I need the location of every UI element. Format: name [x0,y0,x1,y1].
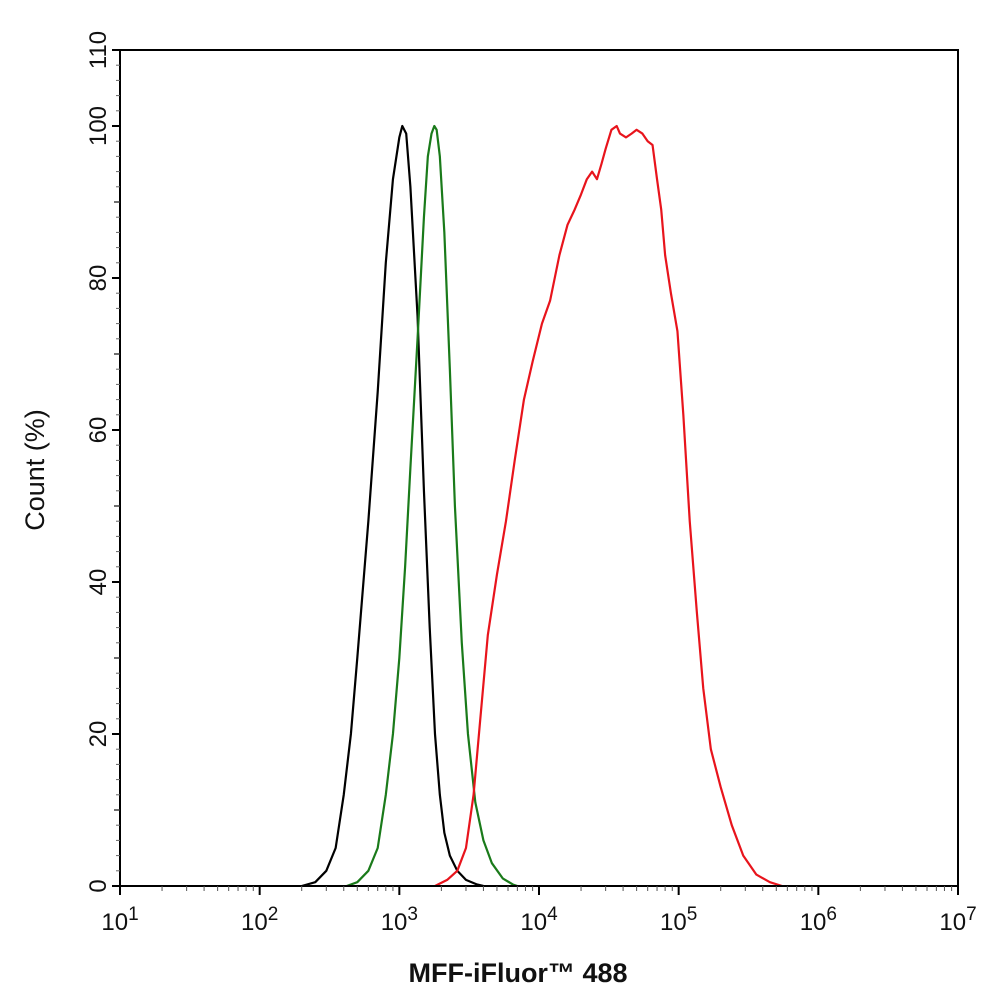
series-line-1 [301,124,484,888]
x-tick-label-2: 102 [241,904,278,936]
series-line-2 [346,124,518,888]
x-tick-label-3: 103 [381,904,418,936]
x-tick-label-4: 104 [520,904,558,936]
y-tick-label-110: 110 [85,31,112,69]
y-tick-label-40: 40 [85,569,112,596]
x-tick-label-1: 101 [101,904,138,936]
y-tick-label-0: 0 [85,879,112,892]
y-tick-label-100: 100 [85,106,112,146]
labels-layer: 0 20 40 60 80 100 110 101 102 103 104 105 106 107 [85,31,977,936]
axes-layer [112,49,959,895]
x-axis-title: MFF-iFluor™ 488 [408,958,627,988]
x-tick-label-7: 107 [939,904,976,936]
y-axis-title: Count (%) [20,409,50,531]
series-layer [301,124,783,888]
x-tick-label-6: 106 [800,904,837,936]
plot-frame [119,49,959,887]
y-tick-label-60: 60 [85,417,112,444]
y-tick-label-80: 80 [85,265,112,292]
series-line-3 [434,124,783,888]
y-tick-label-20: 20 [85,721,112,748]
x-tick-label-5: 105 [660,904,697,936]
